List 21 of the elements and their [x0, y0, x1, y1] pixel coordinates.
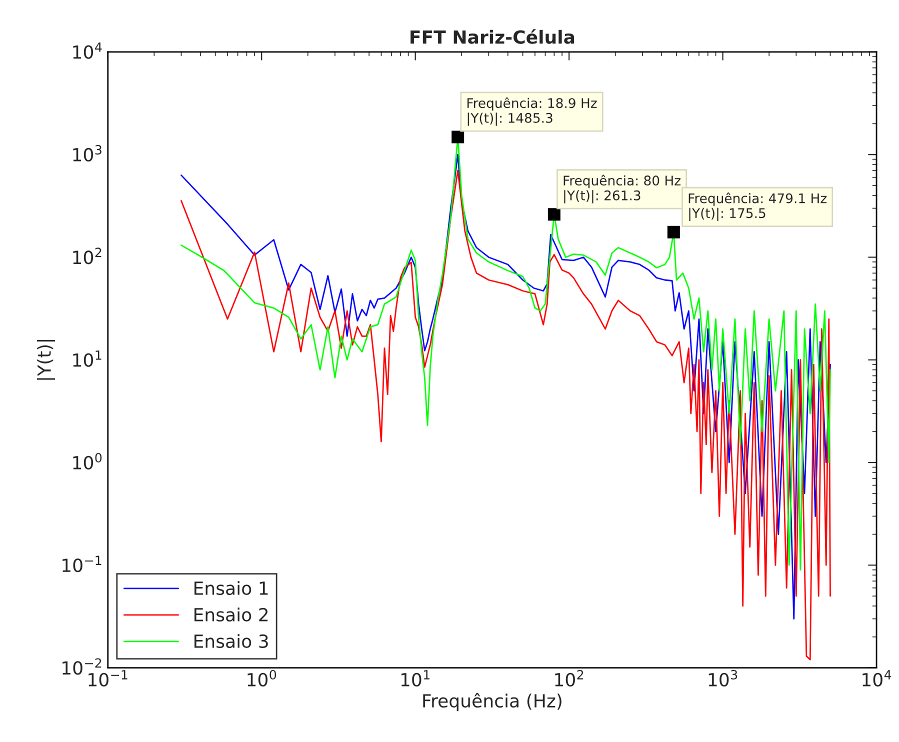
- legend-label: Ensaio 2: [194, 608, 268, 622]
- x-tick-label: 10$^{−1}$: [88, 670, 128, 687]
- chart-title: FFT Nariz-Célula: [410, 29, 574, 44]
- x-tick-label: 10$^{3}$: [708, 670, 738, 686]
- x-tick-label: 10$^{1}$: [401, 670, 430, 687]
- y-tick-label: 10$^{0}$: [73, 452, 102, 470]
- x-tick-label: 10$^{4}$: [862, 670, 892, 687]
- y-axis-title: |Y(t)|: [36, 340, 56, 380]
- y-tick-label: 10$^{2}$: [73, 248, 102, 264]
- y-tick-label: 10$^{4}$: [73, 42, 102, 59]
- annotation: Frequência: 18.9 Hz |Y(t)|: 1485.3: [467, 97, 597, 126]
- y-tick-label: 10$^{−1}$: [62, 556, 102, 572]
- legend-label: Ensaio 1: [194, 581, 268, 596]
- annotation: Frequência: 479.1 Hz |Y(t)|: 175.5: [688, 192, 827, 222]
- y-tick-label: 10$^{1}$: [73, 350, 102, 367]
- annotation: Frequência: 80 Hz |Y(t)|: 261.3: [564, 174, 681, 204]
- y-tick-label: 10$^{3}$: [73, 145, 102, 162]
- x-tick-label: 10$^{0}$: [248, 670, 276, 686]
- legend-label: Ensaio 3: [194, 634, 268, 648]
- x-axis-title: Frequência (Hz): [423, 692, 562, 712]
- x-tick-label: 10$^{2}$: [555, 670, 584, 686]
